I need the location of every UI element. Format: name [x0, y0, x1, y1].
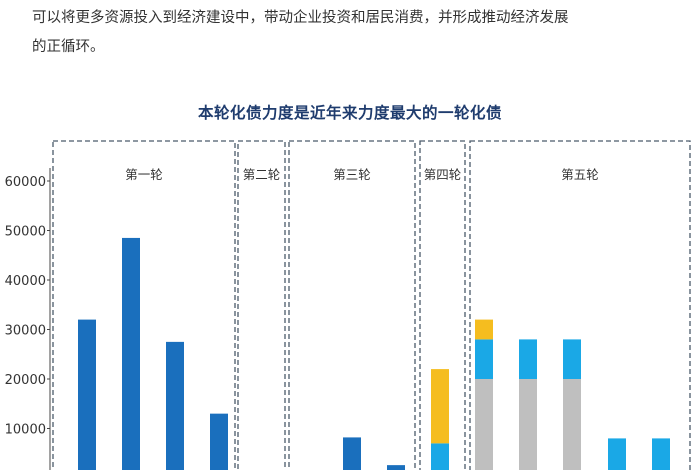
y-tick-label: 20000: [5, 373, 46, 388]
bar-segment: [563, 339, 581, 379]
round-frame: [469, 140, 691, 470]
bar-segment: [475, 319, 493, 340]
bar-segment: [475, 339, 493, 379]
round-frame: [288, 140, 416, 470]
bar-segment: [652, 438, 670, 470]
bar-segment: [210, 413, 228, 470]
round-frame: [52, 140, 236, 470]
bar-segment: [78, 319, 96, 470]
round-label: 第五轮: [561, 167, 599, 182]
bar-segment: [519, 379, 537, 470]
bar-segment: [122, 237, 140, 470]
round-label: 第三轮: [333, 167, 371, 182]
bar-segment: [475, 379, 493, 470]
bar-segment: [608, 438, 626, 470]
bar-segment: [519, 339, 537, 379]
y-tick-label: 10000: [5, 423, 46, 438]
y-tick-label: 60000: [5, 175, 46, 190]
round-label: 第四轮: [424, 167, 462, 182]
bar-segment: [431, 369, 449, 444]
round-label: 第一轮: [125, 167, 163, 182]
bar-segment: [563, 379, 581, 470]
y-tick-label: 30000: [5, 324, 46, 339]
article-text: 可以将更多资源投入到经济建设中，带动企业投资和居民消费，并形成推动经济发展 的正…: [32, 4, 672, 62]
article-line-1: 可以将更多资源投入到经济建设中，带动企业投资和居民消费，并形成推动经济发展: [32, 10, 569, 26]
round-label: 第二轮: [243, 167, 281, 182]
chart-title: 本轮化债力度是近年来力度最大的一轮化债: [197, 104, 502, 122]
bar-segment: [431, 443, 449, 470]
bar-segment: [387, 465, 405, 470]
bar-segment: [343, 437, 361, 470]
round-frame: [237, 140, 286, 470]
round-frame: [419, 140, 466, 470]
bar-segment: [166, 341, 184, 470]
y-tick-label: 50000: [5, 225, 46, 240]
article-line-2: 的正循环。: [32, 39, 105, 55]
y-tick-label: 40000: [5, 274, 46, 289]
